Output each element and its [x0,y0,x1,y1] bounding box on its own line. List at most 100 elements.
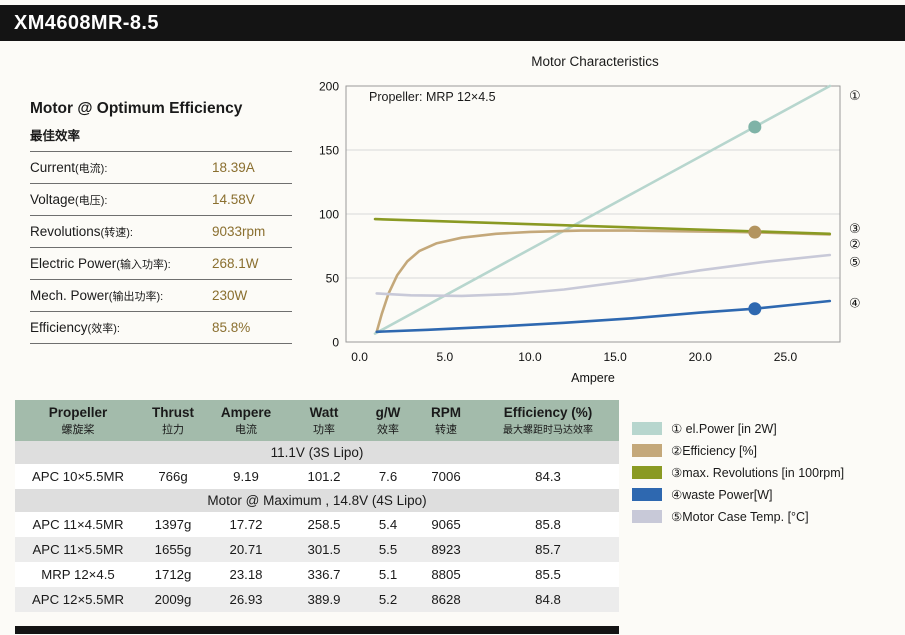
legend-item: ① el.Power [in 2W] [632,417,844,439]
chart-svg: 0 50 100 150 200 0.0 5.0 10.0 15.0 20.0 25.0 Ampere… [319,80,861,386]
table-cell: 2009g [141,587,205,612]
page-bottom-bar [15,626,619,634]
table-row: APC 10×5.5MR 766g 9.19 101.2 7.6 7006 84… [15,464,619,489]
svg-text:5.0: 5.0 [436,350,453,364]
table-cell: 8923 [415,537,477,562]
table-cell: 336.7 [287,562,361,587]
title-bar: XM4608MR-8.5 [0,5,905,41]
spec-value: 268.1W [212,256,259,271]
svg-text:0: 0 [332,336,339,350]
table-cell: 85.7 [477,537,619,562]
table-cell: 20.71 [205,537,287,562]
spec-value: 14.58V [212,192,255,207]
table-cell: 5.2 [361,587,415,612]
legend-item: ②Efficiency [%] [632,439,844,461]
svg-text:⑤: ⑤ [849,254,861,269]
table-cell: 9.19 [205,464,287,489]
legend-item: ④waste Power[W] [632,483,844,505]
spec-value: 230W [212,288,248,303]
svg-text:200: 200 [319,80,339,94]
spec-row-efficiency: Efficiency(效率): 85.8% [30,312,292,344]
svg-text:③: ③ [849,221,861,236]
table-cell: 85.5 [477,562,619,587]
col-header-rpm: RPM 转速 [415,400,477,441]
table-row: APC 11×5.5MR 1655g 20.71 301.5 5.5 8923 … [15,537,619,562]
chart-propeller-annotation: Propeller: MRP 12×4.5 [369,90,496,104]
chart-title: Motor Characteristics [531,54,659,69]
page-title: XM4608MR-8.5 [14,12,159,34]
table-cell: 5.1 [361,562,415,587]
svg-text:15.0: 15.0 [603,350,627,364]
legend-label: ④waste Power[W] [671,487,773,502]
svg-text:20.0: 20.0 [689,350,713,364]
legend-swatch [632,509,662,523]
svg-text:②: ② [849,236,861,251]
svg-text:50: 50 [326,272,340,286]
svg-text:Ampere: Ampere [571,371,615,385]
table-cell: 389.9 [287,587,361,612]
table-cell: 85.8 [477,512,619,537]
spec-row-voltage: Voltage(电压): 14.58V [30,184,292,216]
legend-swatch [632,421,662,435]
legend-swatch [632,443,662,457]
spec-value: 85.8% [212,320,251,335]
table-cell: 84.3 [477,464,619,489]
col-header-gw: g/W 效率 [361,400,415,441]
col-header-watt: Watt 功率 [287,400,361,441]
table-row: APC 12×5.5MR 2009g 26.93 389.9 5.2 8628 … [15,587,619,612]
spec-label: Current(电流): [30,159,108,175]
spec-value: 18.39A [212,160,255,175]
table-cell: 1655g [141,537,205,562]
table-cell: 7006 [415,464,477,489]
svg-text:10.0: 10.0 [518,350,542,364]
col-header-ampere: Ampere 电流 [205,400,287,441]
optimum-efficiency-panel: Motor @ Optimum Efficiency 最佳效率 Current(… [30,100,292,344]
table-cell: 9065 [415,512,477,537]
spec-label: Mech. Power(输出功率): [30,287,164,303]
spec-value: 9033rpm [212,224,266,239]
table-row: APC 11×4.5MR 1397g 17.72 258.5 5.4 9065 … [15,512,619,537]
table-cell: 1397g [141,512,205,537]
table-cell: 5.5 [361,537,415,562]
optimum-spec-table: Current(电流): 18.39A Voltage(电压): 14.58V … [30,151,292,344]
optimum-title: Motor @ Optimum Efficiency [30,100,243,117]
spec-row-electric-power: Electric Power(输入功率): 268.1W [30,248,292,280]
col-header-efficiency: Efficiency (%) 最大螺距时马达效率 [477,400,619,441]
table-header-row: Propeller 螺旋桨 Thrust 拉力 Ampere 电流 Watt 功率 g/… [15,400,619,441]
table-row: MRP 12×4.5 1712g 23.18 336.7 5.1 8805 85… [15,562,619,587]
table-cell: 766g [141,464,205,489]
svg-text:150: 150 [319,144,339,158]
svg-text:25.0: 25.0 [774,350,798,364]
table-cell: 101.2 [287,464,361,489]
spec-label: Revolutions(转速): [30,223,133,239]
table-cell: 7.6 [361,464,415,489]
table-cell: 23.18 [205,562,287,587]
legend-item: ③max. Revolutions [in 100rpm] [632,461,844,483]
spec-label: Voltage(电压): [30,191,108,207]
section-row-3s: 11.1V (3S Lipo) [15,441,619,464]
table-cell: 17.72 [205,512,287,537]
section-label: 11.1V (3S Lipo) [15,441,619,464]
legend-label: ① el.Power [in 2W] [671,421,777,436]
spec-row-revolutions: Revolutions(转速): 9033rpm [30,216,292,248]
spec-label: Electric Power(输入功率): [30,255,171,271]
legend-swatch [632,487,662,501]
table-cell: MRP 12×4.5 [15,562,141,587]
spec-label: Efficiency(效率): [30,319,120,335]
table-cell: APC 11×5.5MR [15,537,141,562]
motor-characteristics-chart: Motor Characteristics 0 50 100 150 200 0.0 5.0… [305,52,885,402]
table-cell: APC 10×5.5MR [15,464,141,489]
svg-text:0.0: 0.0 [351,350,368,364]
legend-label: ②Efficiency [%] [671,443,758,458]
col-header-thrust: Thrust 拉力 [141,400,205,441]
table-cell: APC 12×5.5MR [15,587,141,612]
table-cell: 1712g [141,562,205,587]
table-cell: 26.93 [205,587,287,612]
optimum-subtitle-cn: 最佳效率 [30,129,81,143]
table-cell: APC 11×4.5MR [15,512,141,537]
spec-row-current: Current(电流): 18.39A [30,152,292,184]
legend-swatch [632,465,662,479]
svg-text:①: ① [849,88,861,103]
table-cell: 301.5 [287,537,361,562]
section-label: Motor @ Maximum , 14.8V (4S Lipo) [15,489,619,512]
